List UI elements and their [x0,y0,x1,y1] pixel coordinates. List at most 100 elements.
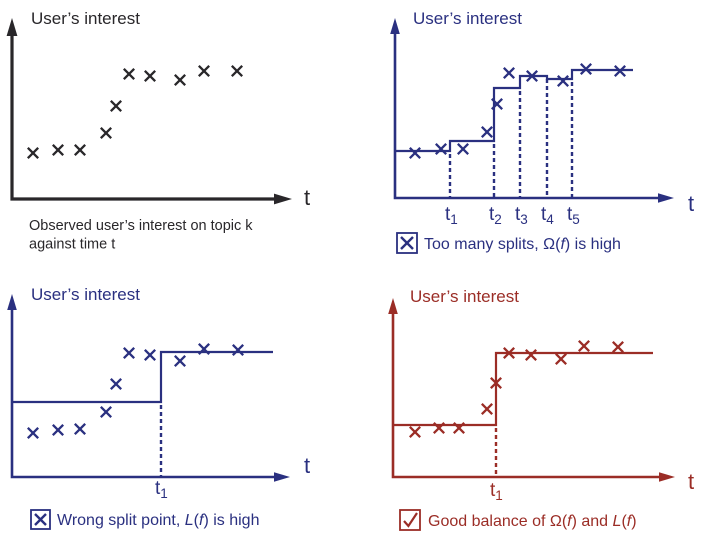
axes-line [391,312,661,479]
data-point-x-mark [490,97,504,111]
panel-title: User’s interest [31,9,140,28]
data-point-x-mark [51,143,65,157]
data-point-x-mark [408,146,422,160]
check-box-icon [399,509,421,531]
x-axis-arrow [274,472,290,482]
t-axis-label: t [688,191,694,216]
data-point-x-mark [502,346,516,360]
split-label: t1 [155,478,168,501]
panel-caption: Wrong split point, L(f) is high [57,512,259,529]
data-point-x-mark [109,377,123,391]
caption-segment: ( [194,512,200,529]
data-point-x-mark [99,405,113,419]
data-point-x-mark [434,142,448,156]
axes-line [393,32,660,200]
caption-segment: Wrong split point, [57,512,185,529]
data-point-x-mark [51,423,65,437]
x-axis-arrow [659,472,675,482]
data-point-x-mark [73,422,87,436]
data-point-x-mark [524,348,538,362]
x-axis-arrow [274,193,292,205]
data-point-x-mark [122,67,136,81]
step-function-line [395,68,633,153]
data-point-x-mark [197,64,211,78]
x-box-icon [30,509,51,530]
caption-line: Observed user’s interest on topic k [29,218,253,234]
step-function-line [393,351,653,427]
panel-title: User’s interest [31,285,140,304]
split-label: t3 [515,204,528,227]
data-point-x-mark [408,425,422,439]
caption-segment: ) [631,513,636,530]
split-label: t4 [541,204,554,227]
panel-title: User’s interest [413,9,522,28]
data-point-x-mark [554,352,568,366]
data-point-x-mark [579,62,593,76]
panel-too-many-splits: t1 t2 t3 t4 t5 User’s interest t Too many split… [390,9,694,254]
caption-segment: f [560,236,566,253]
y-axis-arrow [7,294,17,310]
y-axis-arrow [388,298,398,314]
split-label: t1 [490,480,503,503]
caption-segment: f [567,513,573,530]
axes-line [10,308,276,479]
t-axis-label: t [304,453,310,478]
x-box-icon [396,232,418,254]
panel-wrong-split-point: t1 User’s interest t Wrong split point, L(f… [7,285,310,530]
data-point-x-mark [99,126,113,140]
caption-segment: f [199,512,205,529]
data-point-x-mark [452,421,466,435]
data-point-x-mark [230,64,244,78]
data-point-x-mark [109,99,123,113]
data-point-x-mark [613,64,627,78]
caption-segment: f [627,513,633,530]
data-point-x-mark [143,348,157,362]
x-axis-arrow [658,193,674,203]
caption-segment: Too many splits, Ω( [424,236,561,253]
caption-segment: L [613,513,622,530]
data-point-x-mark [525,69,539,83]
panel-title: User’s interest [410,287,519,306]
caption-segment: ) is high [203,512,259,529]
data-point-x-mark [456,142,470,156]
data-point-x-mark [489,376,503,390]
data-point-x-mark [611,340,625,354]
data-point-x-mark [577,339,591,353]
caption-segment: ) and [572,513,613,530]
data-point-x-mark [480,402,494,416]
data-point-x-mark [556,74,570,88]
data-point-x-mark [173,73,187,87]
data-point-x-mark [502,66,516,80]
panel-caption: Too many splits, Ω(f) is high [424,236,621,253]
caption-segment: ) is high [565,236,621,253]
data-point-x-mark [432,421,446,435]
y-axis-arrow [6,18,18,36]
axes-line [10,34,276,201]
data-point-x-mark [122,346,136,360]
panel-caption: Good balance of Ω(f) and L(f) [428,513,637,530]
data-point-x-mark [197,342,211,356]
caption-segment: ( [621,513,627,530]
caption-segment: Good balance of Ω( [428,513,568,530]
data-point-x-mark [480,125,494,139]
data-point-x-mark [143,69,157,83]
panel-observed-interest: User’s interest t Observed user’s interest… [6,9,310,253]
data-point-x-mark [173,354,187,368]
split-label: t1 [445,204,458,227]
data-point-x-mark [231,343,245,357]
caption-segment: L [185,512,194,529]
split-label: t5 [567,204,580,227]
data-point-x-mark [73,143,87,157]
caption-line: against time t [29,237,115,253]
data-point-x-mark [26,426,40,440]
y-axis-arrow [390,18,400,34]
step-function-line [12,350,273,404]
t-axis-label: t [688,469,694,494]
data-point-x-mark [26,146,40,160]
t-axis-label: t [304,185,310,210]
panel-caption: Observed user’s interest on topic k again… [29,218,253,253]
split-label: t2 [489,204,502,227]
